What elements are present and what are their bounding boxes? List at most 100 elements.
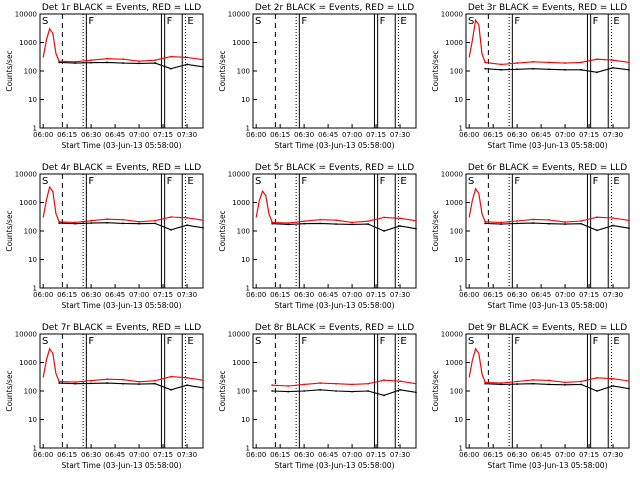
y-tick-label: 1: [246, 285, 250, 293]
lld-data-point: [154, 379, 156, 382]
marker-letter: S: [42, 16, 48, 27]
lld-data-point: [415, 219, 417, 222]
x-tick-label: 06:15: [57, 451, 77, 459]
events-data-point: [186, 384, 188, 387]
x-tick-label: 07:30: [603, 451, 623, 459]
marker-letter: S: [42, 336, 48, 347]
axes-frame: [465, 13, 630, 129]
lld-data-point: [484, 61, 487, 64]
events-data-point: [532, 222, 535, 224]
x-tick-label: 07:15: [366, 131, 386, 139]
lld-flare-spike: [468, 347, 486, 383]
lld-data-point: [516, 62, 519, 64]
x-tick-label: 06:30: [507, 131, 527, 139]
events-series-line: [59, 61, 204, 70]
y-tick-label: 1000: [445, 359, 463, 367]
lld-data-point: [122, 218, 124, 221]
x-axis-label: Start Time (03-Jun-13 05:58:00): [275, 461, 395, 470]
lld-data-point: [74, 60, 77, 63]
events-data-point: [580, 383, 582, 386]
lld-data-point: [564, 381, 566, 384]
detector-chart-7: Det 7r BLACK = Events, RED = LLD 1 10 100 10…: [5, 323, 204, 470]
events-data-point: [548, 68, 550, 71]
events-data-point: [383, 394, 385, 397]
x-tick-label: 06:00: [459, 131, 479, 139]
events-series-line: [272, 389, 417, 396]
detector-chart-2: Det 2r BLACK = Events, RED = LLD 1 10 100 10…: [218, 3, 417, 150]
marker-letter: F: [514, 16, 520, 27]
marker-letter: F: [301, 176, 307, 187]
y-tick-label: 10000: [228, 331, 250, 339]
x-tick-label: 06:00: [459, 291, 479, 299]
events-series-line: [59, 222, 204, 231]
lld-data-point: [383, 216, 385, 219]
marker-letter: S: [468, 16, 474, 27]
events-data-point: [170, 388, 172, 391]
events-data-point: [106, 382, 109, 384]
lld-data-point: [399, 217, 401, 220]
events-data-point: [138, 222, 140, 225]
lld-data-point: [202, 379, 204, 382]
x-tick-label: 07:30: [390, 291, 410, 299]
lld-data-point: [271, 384, 274, 387]
axes-frame: [39, 333, 204, 449]
events-data-point: [612, 66, 614, 69]
events-data-point: [319, 222, 322, 225]
x-tick-label: 06:00: [459, 451, 479, 459]
y-tick-label: 1: [459, 125, 463, 133]
x-tick-label: 06:15: [483, 291, 503, 299]
x-axis-label: Start Time (03-Jun-13 05:58:00): [62, 461, 182, 470]
marker-letter: F: [593, 336, 599, 347]
y-tick-label: 10000: [441, 11, 463, 19]
events-data-point: [564, 223, 566, 225]
events-data-point: [516, 383, 519, 385]
x-tick-label: 07:00: [129, 291, 149, 299]
x-tick-label: 06:30: [294, 291, 314, 299]
lld-data-point: [186, 376, 188, 379]
x-tick-label: 07:30: [177, 291, 197, 299]
y-tick-label: 1: [33, 285, 37, 293]
marker-letter: E: [613, 16, 619, 27]
marker-letter: E: [613, 176, 619, 187]
marker-letter: F: [88, 16, 94, 27]
events-data-point: [596, 390, 598, 392]
lld-data-point: [186, 216, 188, 219]
x-tick-label: 07:30: [390, 451, 410, 459]
y-axis-label: Counts/sec: [5, 370, 14, 411]
y-tick-label: 100: [450, 68, 463, 76]
lld-data-point: [367, 220, 369, 223]
events-data-point: [106, 61, 109, 64]
events-data-point: [484, 222, 487, 225]
marker-letter: F: [380, 16, 386, 27]
marker-letter: S: [468, 336, 474, 347]
lld-data-point: [548, 61, 550, 64]
marker-letter: S: [255, 176, 261, 187]
events-data-point: [532, 67, 535, 70]
y-tick-label: 1000: [19, 39, 37, 47]
lld-data-point: [170, 216, 172, 218]
lld-data-point: [303, 220, 306, 223]
y-tick-label: 1000: [445, 199, 463, 207]
events-data-point: [500, 383, 503, 386]
lld-data-point: [319, 382, 322, 384]
detector-chart-1: Det 1r BLACK = Events, RED = LLD 1 10 100 10…: [5, 3, 204, 150]
marker-letter: F: [88, 336, 94, 347]
x-axis-label: Start Time (03-Jun-13 05:58:00): [488, 301, 608, 310]
events-data-point: [532, 382, 535, 385]
axes-frame: [39, 173, 204, 289]
x-tick-label: 07:15: [366, 451, 386, 459]
lld-data-point: [58, 380, 61, 383]
marker-letter: F: [167, 176, 173, 187]
events-data-point: [303, 390, 306, 392]
x-tick-label: 06:15: [270, 131, 290, 139]
events-data-point: [628, 227, 630, 230]
events-data-point: [271, 390, 274, 392]
y-tick-label: 10: [28, 256, 37, 264]
y-tick-label: 1000: [232, 359, 250, 367]
lld-data-point: [580, 61, 582, 64]
marker-letter: F: [167, 336, 173, 347]
lld-data-point: [612, 59, 614, 62]
lld-data-point: [74, 221, 77, 224]
lld-data-point: [532, 60, 535, 63]
